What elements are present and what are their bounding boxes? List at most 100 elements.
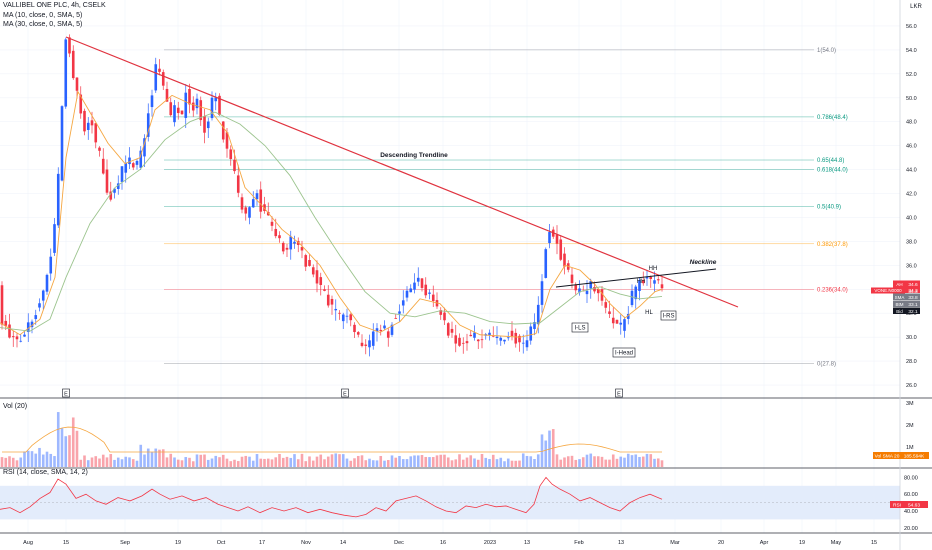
annotation-i-rs-box [660, 310, 677, 321]
candle-body [630, 290, 634, 306]
volume-bar [450, 460, 454, 467]
candle-body [533, 322, 536, 329]
price-tag-name: Bid [896, 309, 903, 314]
volume-bar [296, 459, 300, 467]
fib-label: 0.786(48.4) [817, 115, 848, 121]
volume-bar [461, 459, 465, 467]
volume-bar [521, 453, 525, 467]
candle-body [221, 121, 225, 140]
candle-body [450, 328, 454, 333]
volume-bar [506, 458, 510, 467]
candle-body [124, 163, 128, 173]
volume-bar [338, 454, 341, 467]
candle-body [360, 342, 364, 346]
symbol-title: VALLIBEL ONE PLC, 4h, CSELK [3, 2, 106, 9]
volume-bar [315, 456, 319, 467]
volume-bar [431, 457, 435, 467]
candle-body [619, 322, 623, 325]
price-tick-label: 26.0 [906, 383, 917, 389]
candle-body [146, 113, 150, 137]
volume-bar [596, 456, 600, 467]
candle-body [589, 281, 593, 289]
volume-bar [439, 454, 443, 467]
candle-body [615, 319, 619, 324]
time-tick-label: 16 [440, 540, 446, 546]
volume-bar [105, 457, 109, 467]
candle-body [390, 324, 394, 335]
volume-bar [109, 454, 113, 467]
volume-bar [206, 459, 210, 467]
candle-body [199, 100, 203, 121]
volume-bar [563, 457, 566, 467]
volume-bar [390, 455, 394, 467]
volume-bar [510, 460, 514, 467]
candle-body [210, 97, 214, 119]
volume-bar [649, 454, 653, 467]
volume-bar [428, 457, 431, 467]
candle-body [660, 284, 664, 289]
candle-body [53, 224, 56, 253]
candle-body [225, 132, 229, 149]
volume-bar [341, 454, 345, 467]
volume-bar [173, 457, 176, 467]
volume-bar [581, 457, 585, 467]
candle-body [30, 321, 34, 328]
candle-body [165, 88, 169, 102]
volume-bar [180, 460, 184, 467]
volume-bar [240, 456, 244, 467]
volume-bar [244, 455, 248, 467]
price-tick-label: 56.0 [906, 24, 917, 30]
price-tag-box [906, 293, 920, 300]
candle-body [473, 332, 476, 338]
volume-bar [146, 448, 150, 467]
price-tag: 34.3 [908, 288, 918, 294]
candle-body [195, 98, 199, 109]
candle-body [525, 340, 529, 348]
candle-body [86, 122, 90, 130]
volume-bar [364, 460, 368, 467]
volume-bar [491, 454, 495, 467]
annotation-hl: HL [645, 310, 653, 316]
event-marker: E [343, 392, 347, 398]
volume-bar [131, 459, 135, 467]
candle-body [229, 149, 233, 159]
price-tick-label: 50.0 [906, 96, 917, 102]
volume-sma-tag-box [873, 452, 929, 459]
time-tick-label: Oct [217, 540, 226, 546]
time-tick-label: 17 [259, 540, 265, 546]
time-tick-label: 15 [871, 540, 877, 546]
volume-bar [34, 453, 38, 467]
volume-bar [49, 453, 53, 467]
time-tick-label: Nov [301, 540, 311, 546]
candle-body [169, 102, 173, 116]
volume-bar [578, 459, 581, 467]
volume-bar [398, 455, 401, 467]
last-price-name: VONE.N0000 [874, 288, 902, 293]
candle-body [131, 163, 135, 168]
volume-bar [630, 455, 634, 467]
volume-bar [101, 454, 105, 467]
candle-body [413, 282, 416, 290]
volume-bar [158, 449, 161, 467]
candle-body [476, 339, 480, 342]
candle-body [604, 302, 608, 308]
candle-body [443, 312, 446, 321]
price-tag-box [906, 300, 920, 307]
candle-body [491, 335, 495, 337]
volume-bar [154, 448, 158, 467]
volume-bar [233, 459, 236, 467]
volume-sma-tag-label: Vol SMA 20 [875, 454, 900, 460]
volume-bar [94, 456, 98, 467]
fib-label: 1(54.0) [817, 48, 836, 54]
candle-body [98, 147, 101, 151]
fibonacci-levels: 1(54.0) 0.786(48.4) 0.65(44.8) 0.618(44.0) 0… [164, 48, 848, 367]
descending-trendline [65, 36, 739, 308]
candle-body [49, 256, 53, 274]
volume-bar [143, 454, 146, 467]
price-tag-name-box [893, 300, 906, 307]
candle-body [143, 138, 146, 157]
candle-body [304, 255, 308, 267]
volume-bar [353, 458, 356, 467]
volume-bar [540, 434, 544, 467]
